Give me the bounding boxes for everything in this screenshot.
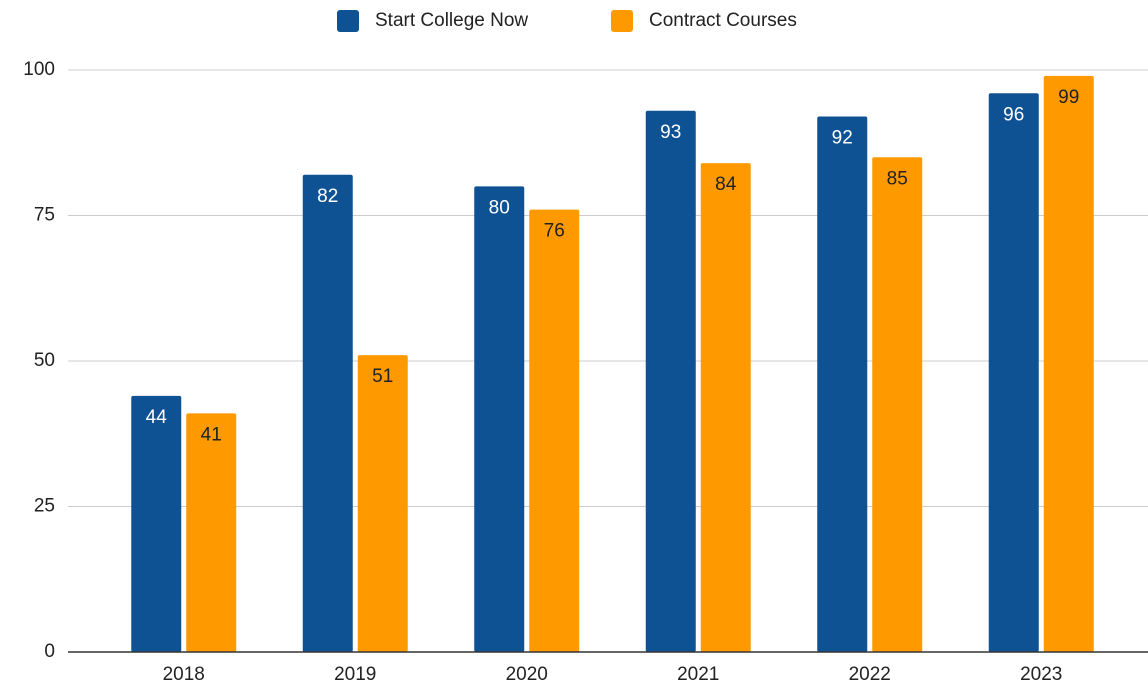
legend-label: Contract Courses (649, 10, 797, 31)
y-tick-label: 0 (44, 641, 55, 662)
data-label: 92 (832, 128, 853, 149)
bar (131, 395, 182, 652)
y-tick-label: 100 (23, 59, 55, 80)
bar (1043, 75, 1094, 652)
bar (700, 163, 751, 652)
y-tick-label: 25 (34, 496, 55, 517)
bar (645, 110, 696, 653)
data-label: 80 (489, 197, 510, 218)
y-tick-label: 50 (34, 350, 55, 371)
bar (474, 186, 525, 652)
legend-swatch (337, 10, 359, 32)
legend-label: Start College Now (375, 10, 528, 31)
data-label: 41 (201, 424, 222, 445)
x-tick-label: 2021 (677, 664, 719, 685)
bar (186, 413, 237, 652)
x-tick-label: 2018 (163, 664, 205, 685)
data-label: 93 (660, 122, 681, 143)
x-tick-label: 2023 (1020, 664, 1062, 685)
bar (529, 209, 580, 652)
data-label: 96 (1003, 104, 1024, 125)
bar (817, 116, 868, 652)
bar (988, 93, 1039, 652)
data-label: 44 (146, 407, 168, 428)
x-tick-label: 2020 (506, 664, 548, 685)
x-tick-label: 2022 (849, 664, 891, 685)
bar (872, 157, 923, 653)
data-label: 82 (317, 186, 338, 207)
data-label: 99 (1058, 87, 1079, 108)
legend-swatch (611, 10, 633, 32)
data-label: 85 (887, 168, 908, 189)
data-label: 84 (715, 174, 737, 195)
x-tick-label: 2019 (334, 664, 376, 685)
data-label: 51 (372, 366, 393, 387)
y-tick-label: 75 (34, 205, 55, 226)
data-label: 76 (544, 221, 565, 242)
bar (357, 355, 408, 652)
bar (302, 174, 353, 652)
